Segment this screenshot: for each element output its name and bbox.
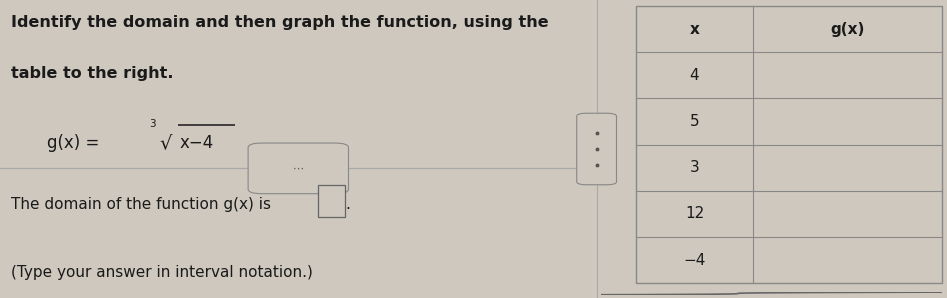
Text: Identify the domain and then graph the function, using the: Identify the domain and then graph the f… [11,15,549,30]
Text: 3: 3 [149,119,155,129]
Text: x−4: x−4 [180,134,214,152]
Text: 3: 3 [689,160,700,175]
Text: g(x) =: g(x) = [47,134,99,152]
Text: √: √ [159,134,171,153]
FancyBboxPatch shape [577,113,616,185]
FancyBboxPatch shape [248,143,348,194]
Text: ⋯: ⋯ [293,163,304,173]
Text: .: . [346,197,350,212]
Text: 5: 5 [689,114,699,129]
FancyBboxPatch shape [318,185,345,217]
Text: g(x): g(x) [831,21,865,37]
Text: 4: 4 [689,68,699,83]
Text: x: x [689,21,700,37]
Text: (Type your answer in interval notation.): (Type your answer in interval notation.) [11,265,313,280]
Text: The domain of the function g(x) is: The domain of the function g(x) is [11,197,272,212]
Text: −4: −4 [684,252,706,268]
Text: 12: 12 [685,206,705,221]
Text: table to the right.: table to the right. [11,66,174,80]
